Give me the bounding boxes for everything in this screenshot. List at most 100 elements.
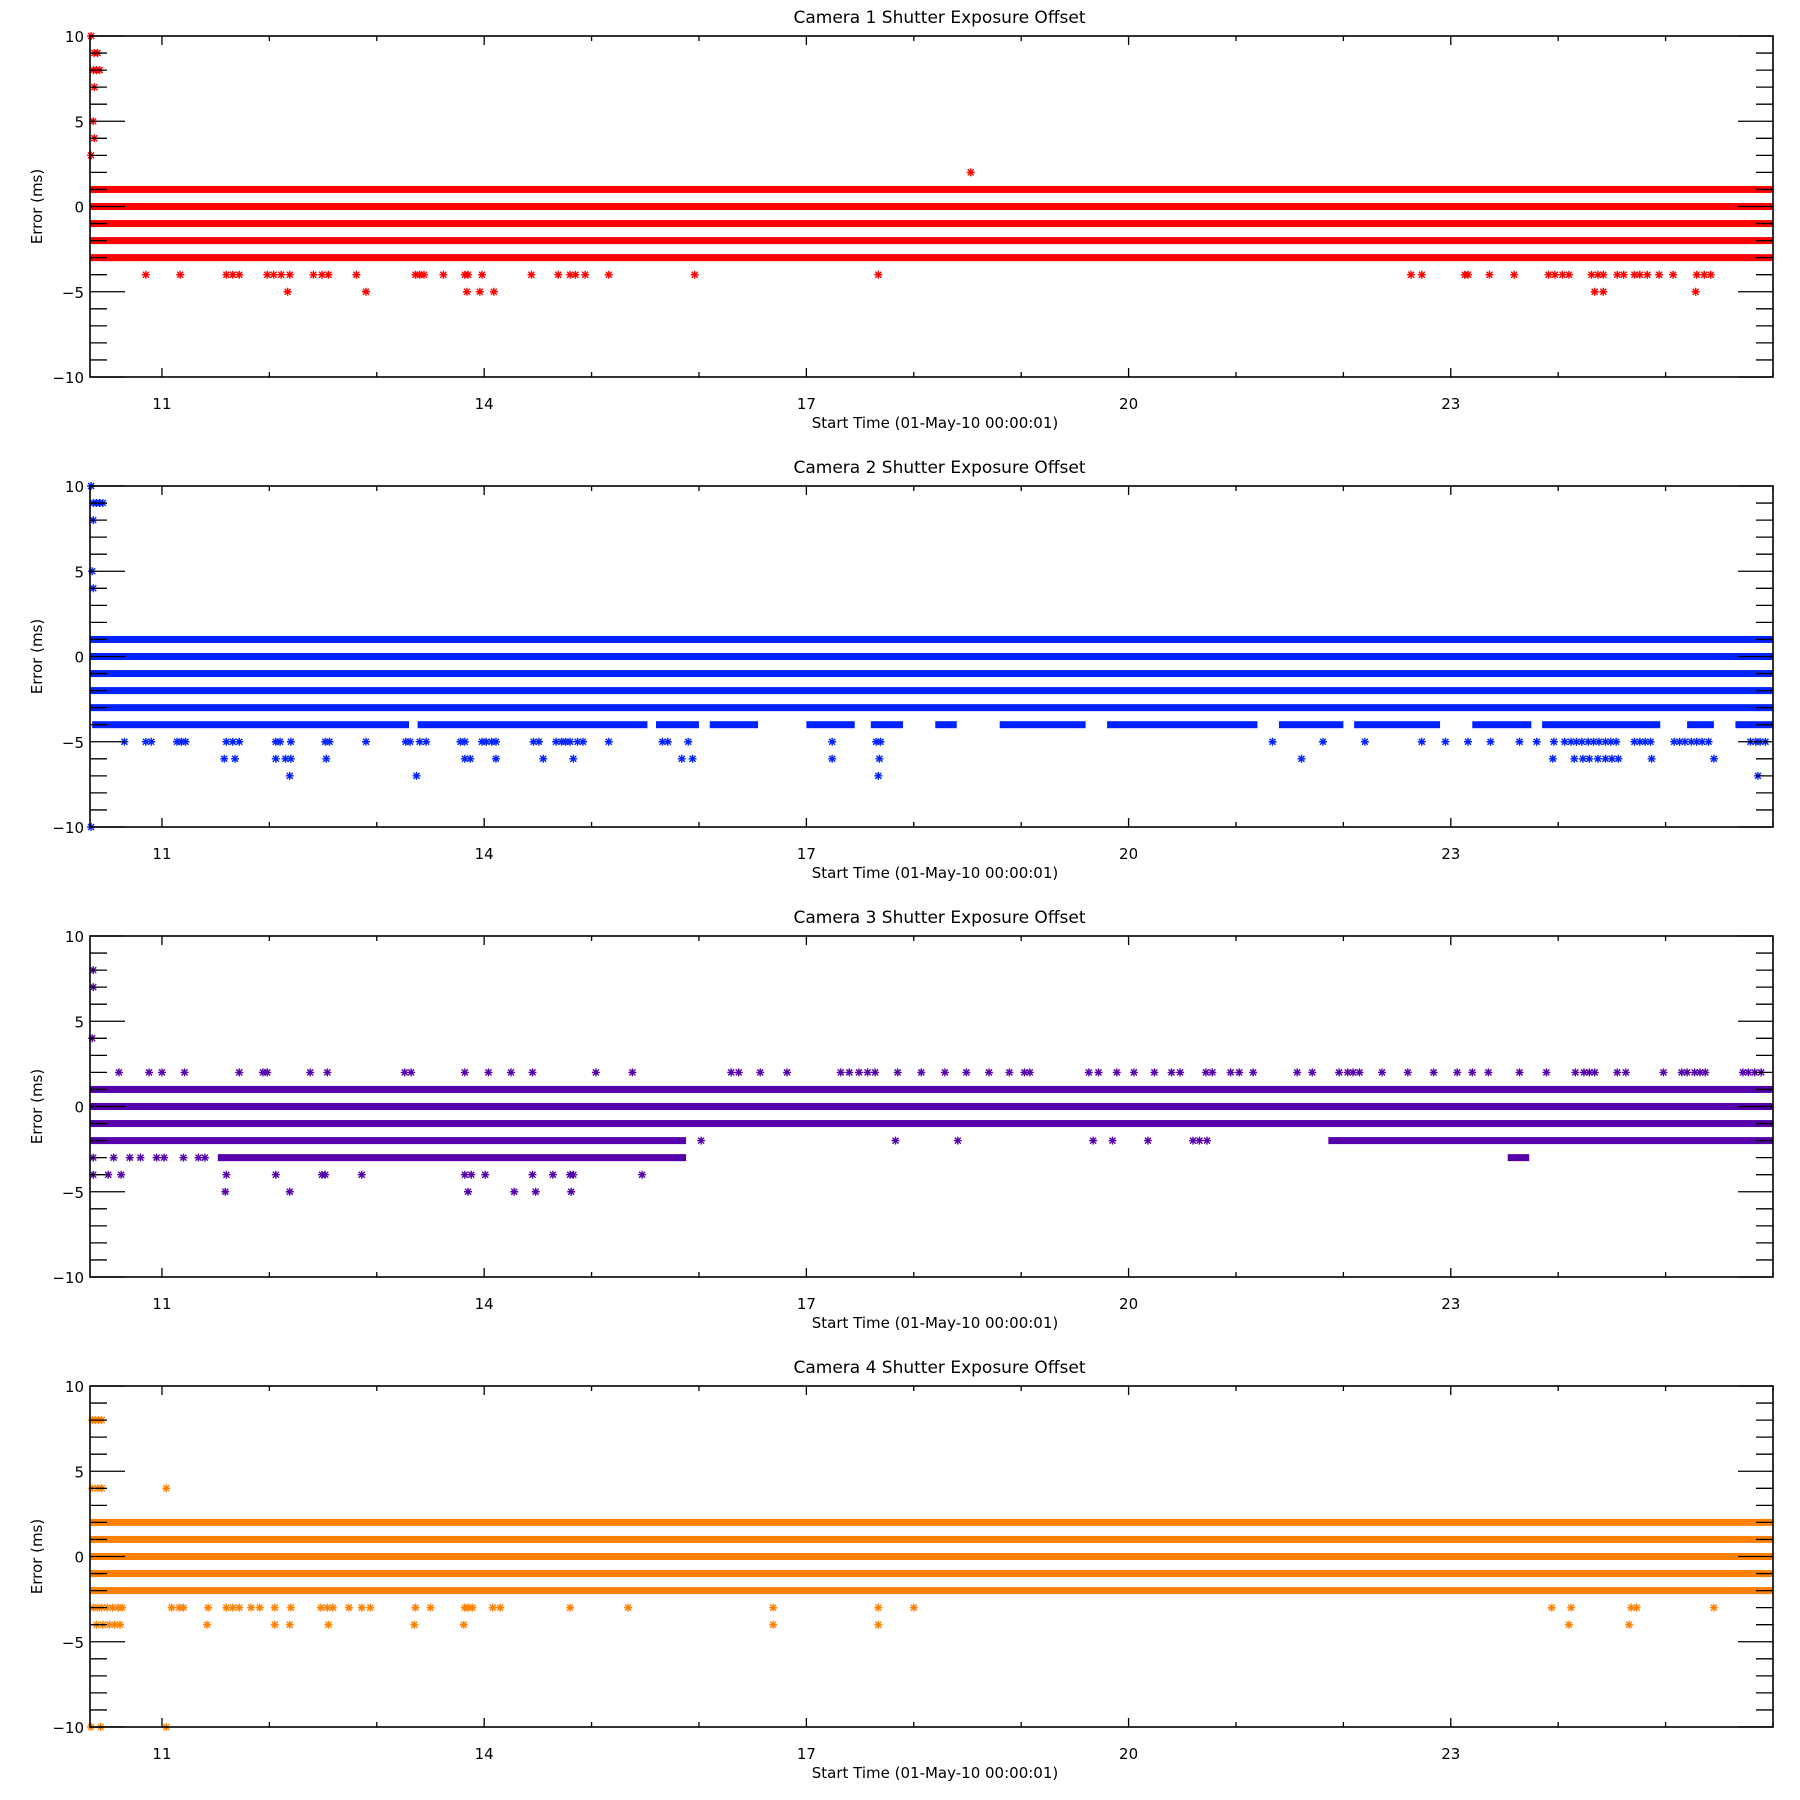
data-point: [1570, 754, 1579, 763]
data-point: [1584, 737, 1593, 746]
data-point: [175, 1603, 184, 1612]
data-point: [1293, 1068, 1302, 1077]
dense-band: [90, 704, 1773, 712]
y-tick-label: 5: [74, 1013, 84, 1031]
data-point: [221, 1187, 230, 1196]
data-point: [1612, 737, 1621, 746]
data-point: [270, 1603, 279, 1612]
data-point: [581, 270, 590, 279]
data-point: [411, 1603, 420, 1612]
data-point: [1567, 1603, 1576, 1612]
dense-band: [90, 220, 1773, 228]
data-point: [103, 1603, 112, 1612]
data-point: [1599, 270, 1608, 279]
data-point: [286, 1603, 295, 1612]
data-point: [496, 1603, 505, 1612]
data-point: [167, 1603, 176, 1612]
data-point: [528, 1068, 537, 1077]
data-point: [1564, 1620, 1573, 1629]
data-point: [1403, 1068, 1412, 1077]
dense-band: [90, 1553, 1773, 1560]
data-point: [415, 737, 424, 746]
data-point: [783, 1068, 792, 1077]
data-point: [475, 287, 484, 296]
y-tick-label: −10: [52, 369, 84, 387]
data-point: [539, 754, 548, 763]
panel-title: Camera 3 Shutter Exposure Offset: [793, 908, 1085, 928]
data-point: [1318, 737, 1327, 746]
data-point: [235, 1068, 244, 1077]
data-point: [1709, 1603, 1718, 1612]
panel-title: Camera 4 Shutter Exposure Offset: [793, 1358, 1085, 1378]
data-point: [271, 737, 280, 746]
data-point: [141, 270, 150, 279]
data-marks: [87, 1416, 1773, 1731]
data-point: [1701, 1068, 1710, 1077]
dense-band: [656, 721, 699, 729]
data-point: [1441, 737, 1450, 746]
data-point: [1485, 270, 1494, 279]
data-point: [491, 737, 500, 746]
dense-band: [1278, 721, 1344, 729]
data-point: [456, 737, 465, 746]
data-point: [176, 270, 185, 279]
data-point: [1463, 270, 1472, 279]
data-point: [484, 1068, 493, 1077]
y-tick-label: −5: [62, 1634, 84, 1652]
panel-camera-3: Camera 3 Shutter Exposure Offset Start T…: [28, 908, 1774, 1332]
data-point: [909, 1603, 918, 1612]
data-point: [567, 1187, 576, 1196]
data-point: [263, 270, 272, 279]
x-tick-label: 11: [152, 1295, 171, 1313]
data-point: [552, 737, 561, 746]
data-point: [1360, 737, 1369, 746]
data-point: [1619, 270, 1628, 279]
data-point: [573, 737, 582, 746]
data-point: [1687, 737, 1696, 746]
data-point: [281, 754, 290, 763]
data-point: [1355, 1068, 1364, 1077]
data-point: [1601, 754, 1610, 763]
data-point: [604, 270, 613, 279]
data-point: [357, 1170, 366, 1179]
data-point: [1129, 1068, 1138, 1077]
y-tick-label: 10: [65, 28, 84, 46]
y-tick-label: 0: [74, 1099, 84, 1117]
data-point: [306, 1068, 315, 1077]
data-point: [411, 270, 420, 279]
data-point: [1655, 270, 1664, 279]
data-point: [1558, 270, 1567, 279]
data-point: [624, 1603, 633, 1612]
data-point: [285, 270, 294, 279]
x-tick-label: 17: [797, 845, 816, 863]
data-point: [1587, 270, 1596, 279]
data-point: [828, 737, 837, 746]
data-point: [286, 754, 295, 763]
axes-frame: [89, 35, 1774, 378]
data-point: [1599, 287, 1608, 296]
data-point: [344, 1603, 353, 1612]
data-point: [1515, 1068, 1524, 1077]
data-point: [507, 1068, 516, 1077]
dense-band: [90, 1103, 1773, 1110]
y-tick-label: 0: [74, 199, 84, 217]
data-point: [510, 1187, 519, 1196]
dense-band: [217, 1154, 687, 1162]
data-point: [1635, 270, 1644, 279]
data-point: [1550, 270, 1559, 279]
x-tick-label: 23: [1441, 1295, 1460, 1313]
data-point: [228, 737, 237, 746]
data-point: [756, 1068, 765, 1077]
data-point: [460, 754, 469, 763]
data-point: [534, 737, 543, 746]
data-point: [1613, 1068, 1622, 1077]
dense-band: [90, 203, 1773, 210]
data-point: [113, 1603, 122, 1612]
data-point: [179, 1153, 188, 1162]
x-tick-label: 14: [475, 845, 494, 863]
data-point: [157, 1068, 166, 1077]
data-point: [222, 270, 231, 279]
data-point: [109, 1153, 118, 1162]
data-point: [1005, 1068, 1014, 1077]
data-point: [200, 1153, 209, 1162]
